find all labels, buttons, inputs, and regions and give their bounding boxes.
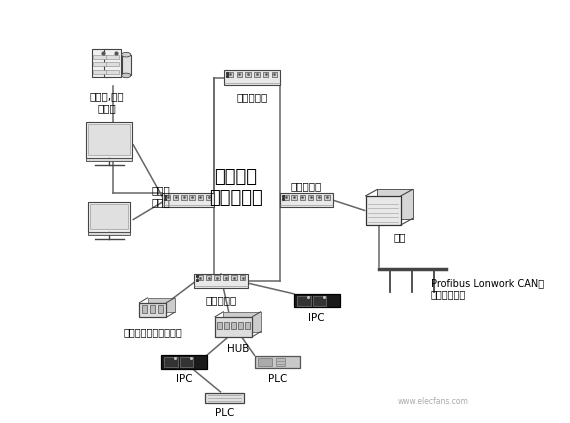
Bar bbox=[139, 303, 166, 317]
Bar bbox=[93, 55, 107, 59]
Bar bbox=[91, 204, 128, 229]
Bar bbox=[150, 305, 155, 313]
Text: 控制室
交换机: 控制室 交换机 bbox=[152, 185, 170, 207]
Text: IPC: IPC bbox=[308, 313, 325, 323]
Bar bbox=[294, 294, 340, 307]
Bar bbox=[231, 275, 237, 280]
Text: 双环充余
高速以太网: 双环充余 高速以太网 bbox=[209, 168, 263, 207]
Bar bbox=[194, 274, 249, 288]
Bar bbox=[245, 72, 251, 77]
Bar bbox=[283, 195, 288, 200]
Bar bbox=[142, 305, 147, 313]
Bar bbox=[161, 355, 207, 368]
Bar bbox=[223, 312, 260, 332]
Bar bbox=[365, 196, 401, 225]
Bar bbox=[276, 358, 285, 366]
Bar bbox=[205, 393, 245, 403]
Bar bbox=[215, 317, 253, 337]
Bar bbox=[86, 157, 132, 161]
Bar bbox=[158, 305, 163, 313]
Bar bbox=[86, 122, 132, 157]
Text: PLC: PLC bbox=[268, 374, 287, 384]
Bar bbox=[93, 69, 107, 74]
Bar bbox=[189, 195, 195, 200]
Bar bbox=[298, 296, 311, 305]
Bar bbox=[280, 193, 332, 207]
Bar bbox=[88, 124, 130, 156]
Ellipse shape bbox=[121, 73, 131, 78]
Bar bbox=[206, 275, 211, 280]
Bar bbox=[258, 358, 272, 366]
Bar bbox=[324, 195, 329, 200]
Text: 数据库,文件
交换机: 数据库,文件 交换机 bbox=[90, 91, 124, 113]
Bar bbox=[88, 202, 130, 231]
Bar bbox=[93, 62, 107, 66]
Text: PLC: PLC bbox=[215, 408, 234, 418]
Bar bbox=[180, 357, 193, 367]
Text: 网关: 网关 bbox=[394, 232, 406, 242]
Bar bbox=[308, 195, 314, 200]
Bar bbox=[165, 195, 170, 200]
Bar bbox=[162, 193, 214, 207]
Bar bbox=[223, 275, 228, 280]
Bar bbox=[206, 195, 211, 200]
Bar bbox=[224, 322, 229, 329]
Text: 现场交换机: 现场交换机 bbox=[291, 181, 322, 191]
Bar bbox=[263, 72, 268, 77]
Bar bbox=[316, 195, 321, 200]
Bar bbox=[197, 275, 203, 280]
Bar bbox=[88, 231, 130, 235]
Ellipse shape bbox=[121, 52, 131, 57]
Bar bbox=[377, 190, 413, 219]
Bar bbox=[92, 49, 108, 77]
Bar bbox=[231, 322, 236, 329]
Bar bbox=[225, 71, 280, 85]
Bar bbox=[255, 356, 300, 368]
Bar bbox=[291, 195, 297, 200]
Bar bbox=[198, 195, 203, 200]
Bar bbox=[237, 72, 242, 77]
Bar bbox=[173, 195, 178, 200]
Bar bbox=[300, 195, 305, 200]
Text: 现场交换机: 现场交换机 bbox=[206, 296, 237, 305]
Bar bbox=[181, 195, 187, 200]
Bar bbox=[106, 62, 119, 66]
Bar bbox=[313, 296, 327, 305]
Bar bbox=[106, 69, 119, 74]
Bar bbox=[121, 55, 131, 75]
Bar bbox=[148, 298, 174, 312]
Text: HUB: HUB bbox=[227, 344, 249, 354]
Bar bbox=[217, 322, 222, 329]
Bar bbox=[106, 55, 119, 59]
Bar bbox=[164, 357, 178, 367]
Text: www.elecfans.com: www.elecfans.com bbox=[398, 398, 469, 407]
Bar bbox=[104, 49, 121, 77]
Bar bbox=[254, 72, 259, 77]
Text: Profibus Lonwork CAN等
现场总线设备: Profibus Lonwork CAN等 现场总线设备 bbox=[431, 277, 544, 299]
Text: 嵌入式现场测控装置室: 嵌入式现场测控装置室 bbox=[123, 327, 182, 337]
Text: 现场交换机: 现场交换机 bbox=[237, 92, 268, 102]
Bar bbox=[240, 275, 245, 280]
Text: IPC: IPC bbox=[176, 374, 192, 384]
Bar bbox=[214, 275, 220, 280]
Bar bbox=[238, 322, 243, 329]
Bar bbox=[245, 322, 250, 329]
Bar bbox=[228, 72, 233, 77]
Bar bbox=[272, 72, 277, 77]
